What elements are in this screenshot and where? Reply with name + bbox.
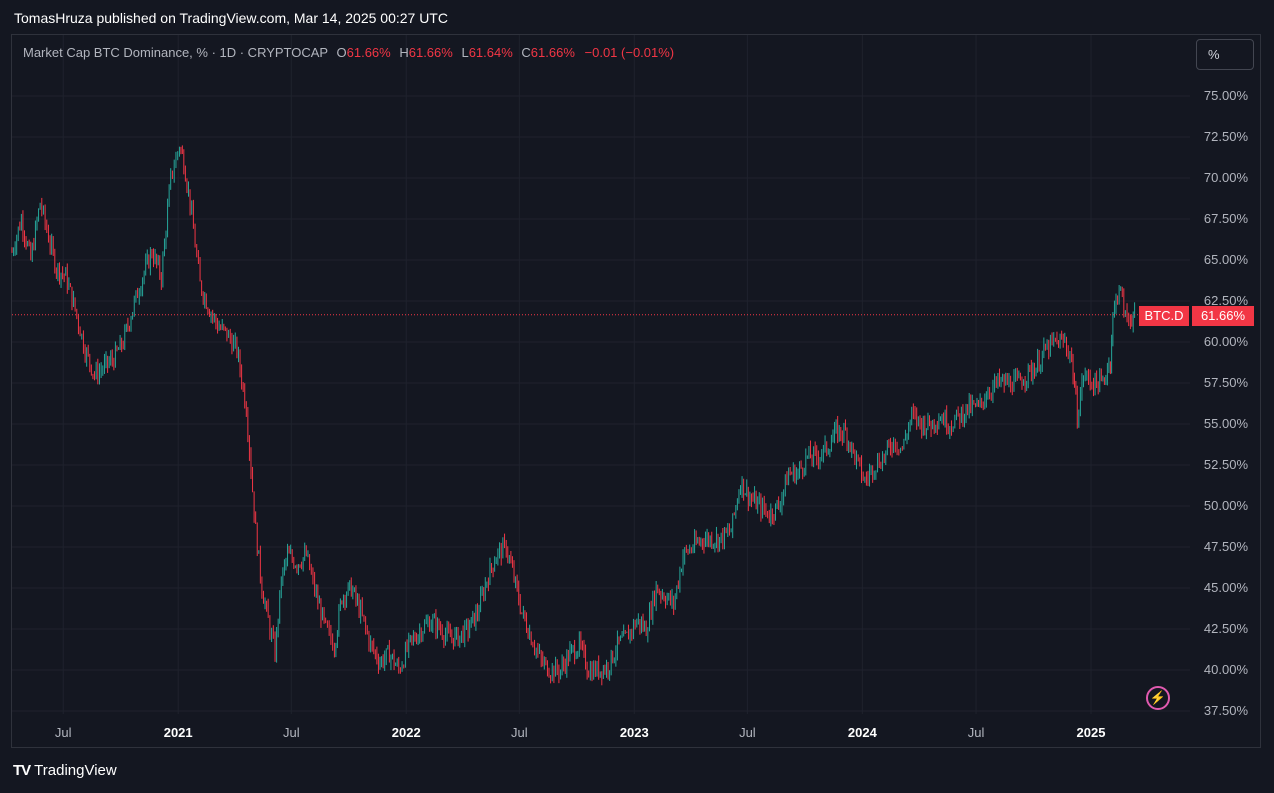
x-tick-label: Jul bbox=[283, 725, 300, 740]
y-tick-label: 45.00% bbox=[1204, 580, 1249, 595]
published-caption: TomasHruza published on TradingView.com,… bbox=[14, 10, 448, 26]
x-tick-label: Jul bbox=[55, 725, 72, 740]
x-tick-label: 2021 bbox=[164, 725, 193, 740]
open-value: 61.66% bbox=[346, 45, 391, 60]
x-tick-label: 2024 bbox=[848, 725, 878, 740]
lightning-icon[interactable]: ⚡ bbox=[1146, 686, 1170, 710]
y-tick-label: 42.50% bbox=[1204, 621, 1249, 636]
price-axis: 37.50% 40.00% 42.50% 45.00% 47.50% 50.00% 52.5… bbox=[1204, 88, 1249, 718]
low-value: 61.64% bbox=[468, 45, 513, 60]
x-tick-label: Jul bbox=[968, 725, 985, 740]
y-tick-label: 75.00% bbox=[1204, 88, 1249, 103]
percent-scale-button[interactable]: % bbox=[1196, 39, 1254, 70]
y-tick-label: 72.50% bbox=[1204, 129, 1249, 144]
x-tick-label: Jul bbox=[511, 725, 528, 740]
symbol-price-tag: BTC.D bbox=[1139, 306, 1189, 326]
grid-lines bbox=[12, 35, 1190, 714]
tradingview-logo-icon: TV bbox=[13, 762, 31, 779]
tradingview-brand: TradingView bbox=[34, 762, 117, 779]
last-price-tag: 61.66% bbox=[1192, 306, 1254, 326]
y-tick-label: 60.00% bbox=[1204, 334, 1249, 349]
y-tick-label: 52.50% bbox=[1204, 457, 1249, 472]
symbol-description: Market Cap BTC Dominance, % · 1D · CRYPT… bbox=[23, 45, 328, 60]
tradingview-footer[interactable]: TV TradingView bbox=[13, 762, 117, 779]
x-tick-label: 2022 bbox=[392, 725, 421, 740]
y-tick-label: 47.50% bbox=[1204, 539, 1249, 554]
close-label: C bbox=[521, 45, 531, 60]
y-tick-label: 37.50% bbox=[1204, 703, 1249, 718]
close-value: 61.66% bbox=[530, 45, 575, 60]
change-value: −0.01 (−0.01%) bbox=[584, 45, 675, 60]
x-tick-label: 2023 bbox=[620, 725, 649, 740]
y-tick-label: 67.50% bbox=[1204, 211, 1249, 226]
candle-series bbox=[11, 145, 1136, 686]
y-tick-label: 50.00% bbox=[1204, 498, 1249, 513]
high-value: 61.66% bbox=[408, 45, 453, 60]
y-tick-label: 70.00% bbox=[1204, 170, 1249, 185]
y-tick-label: 62.50% bbox=[1204, 293, 1249, 308]
series-legend: Market Cap BTC Dominance, % · 1D · CRYPT… bbox=[23, 45, 674, 60]
y-tick-label: 55.00% bbox=[1204, 416, 1249, 431]
time-axis: Jul 2021 Jul 2022 Jul 2023 Jul 2024 Jul 2025 bbox=[55, 725, 1106, 740]
x-tick-label: Jul bbox=[739, 725, 756, 740]
high-label: H bbox=[399, 45, 409, 60]
open-label: O bbox=[336, 45, 347, 60]
y-tick-label: 40.00% bbox=[1204, 662, 1249, 677]
y-tick-label: 57.50% bbox=[1204, 375, 1249, 390]
low-label: L bbox=[461, 45, 469, 60]
x-tick-label: 2025 bbox=[1077, 725, 1106, 740]
y-tick-label: 65.00% bbox=[1204, 252, 1249, 267]
